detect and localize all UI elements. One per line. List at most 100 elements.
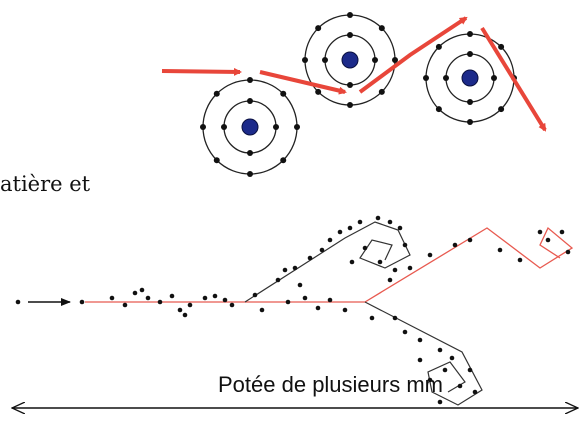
electron [280, 91, 286, 97]
electron [467, 99, 473, 105]
track-dot [378, 260, 383, 265]
electron [247, 150, 253, 156]
track-dot [388, 278, 393, 283]
nucleus [462, 70, 478, 86]
electron [200, 124, 206, 130]
track-dot [443, 368, 448, 373]
track-dot [133, 291, 138, 296]
track-dot [260, 308, 265, 313]
electron [379, 89, 385, 95]
electron [467, 31, 473, 37]
track-dot [566, 250, 571, 255]
track-dot [393, 268, 398, 273]
track-dot [303, 296, 308, 301]
electron [498, 44, 504, 50]
electron [498, 106, 504, 112]
scale-label: Potée de plusieurs mm [218, 372, 443, 397]
electron [347, 82, 353, 88]
particle-path [162, 71, 240, 72]
track-dot [450, 356, 455, 361]
track-dot [298, 283, 303, 288]
track-dot [170, 294, 175, 299]
electron [443, 75, 449, 81]
diagram-svg: Potée de plusieurs mm [0, 0, 587, 421]
track-dot [283, 268, 288, 273]
track-dot [418, 338, 423, 343]
track-dot [468, 238, 473, 243]
track-dot [343, 308, 348, 313]
particle-path [260, 72, 345, 92]
track-dot [146, 296, 151, 301]
track-dot [370, 316, 375, 321]
electron [247, 171, 253, 177]
track-dot [418, 358, 423, 363]
electron [347, 12, 353, 18]
electron [467, 51, 473, 57]
diagram: atière et Potée de plusieurs mm [0, 0, 587, 421]
track-dot [350, 260, 355, 265]
electron [436, 44, 442, 50]
track-dot [518, 258, 523, 263]
electron [294, 124, 300, 130]
track-dot [498, 248, 503, 253]
track-dot [438, 400, 443, 405]
track-dot [223, 298, 228, 303]
track-dot [80, 300, 85, 305]
electron [372, 57, 378, 63]
electron [467, 119, 473, 125]
track-dot [178, 308, 183, 313]
track-dot [320, 248, 325, 253]
electron [423, 75, 429, 81]
track-dot [403, 243, 408, 248]
track-dot [546, 238, 551, 243]
track-dot [458, 384, 463, 389]
electron [322, 57, 328, 63]
track-dot [293, 266, 298, 271]
track-dot [140, 288, 145, 293]
track-dot [308, 256, 313, 261]
track-dot [316, 306, 321, 311]
nucleus [342, 52, 358, 68]
electron [280, 157, 286, 163]
track-dot [393, 316, 398, 321]
track-dot [348, 226, 353, 231]
electron [214, 157, 220, 163]
nucleus [242, 119, 258, 135]
track-dot [388, 220, 393, 225]
electron [347, 32, 353, 38]
track-dot [376, 216, 381, 221]
electron [247, 77, 253, 83]
track-dot [398, 226, 403, 231]
track-dot [408, 266, 413, 271]
track-dot [453, 243, 458, 248]
track-dot [276, 278, 281, 283]
track-dot [328, 298, 333, 303]
track-dot [183, 313, 188, 318]
electron [221, 124, 227, 130]
particle-path [360, 18, 466, 92]
track-dot [253, 293, 258, 298]
track-dot [158, 300, 163, 305]
track-dot [123, 303, 128, 308]
track-dot [328, 238, 333, 243]
electron [436, 106, 442, 112]
electron [302, 57, 308, 63]
track-dot [358, 220, 363, 225]
electron [491, 75, 497, 81]
track-dot [230, 303, 235, 308]
track-dot [403, 330, 408, 335]
electron [273, 124, 279, 130]
track-dot [560, 230, 565, 235]
track-dot [110, 296, 115, 301]
track-dot [468, 368, 473, 373]
track-dot [473, 390, 478, 395]
track-dot [16, 300, 21, 305]
track-dot [203, 296, 208, 301]
track-dot [286, 300, 291, 305]
track-dot [363, 246, 368, 251]
electron [247, 98, 253, 104]
electron [315, 89, 321, 95]
electron [315, 25, 321, 31]
track-dot [188, 303, 193, 308]
electron [214, 91, 220, 97]
